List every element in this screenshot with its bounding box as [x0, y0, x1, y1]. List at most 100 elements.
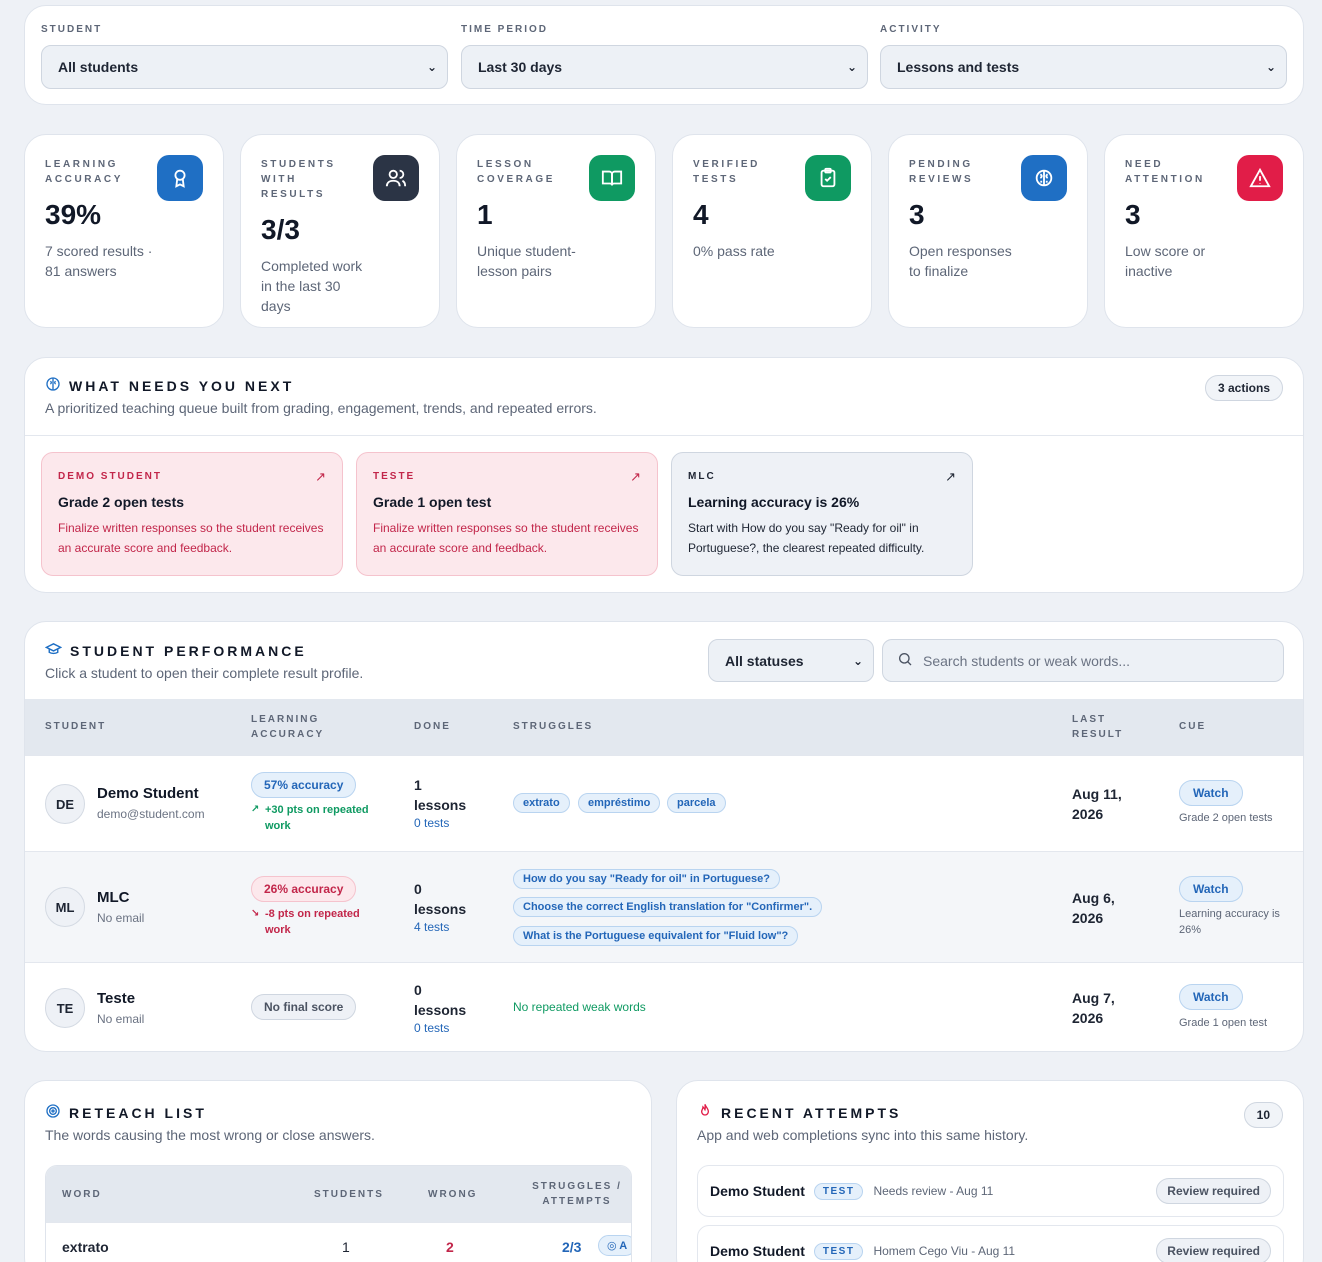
reteach-students: 1 — [342, 1239, 350, 1255]
reteach-badge-text: A — [619, 1240, 628, 1252]
student-name: Teste — [97, 990, 136, 1007]
activity-select[interactable]: Lessons and tests ⌄ — [880, 45, 1287, 89]
attempt-student: Demo Student — [710, 1183, 805, 1199]
stat-label: NEED ATTENTION — [1125, 159, 1205, 185]
stat-desc: Completed work in the last 30 days — [261, 258, 363, 314]
col-struggles-attempts: STRUGGLES / ATTEMPTS — [532, 1181, 622, 1207]
stat-desc: 7 scored results · 81 answers — [45, 243, 153, 279]
col-struggles: STRUGGLES — [513, 721, 594, 732]
attempt-student: Demo Student — [710, 1243, 805, 1259]
student-email: No email — [97, 1012, 145, 1026]
stat-value: 3 — [1125, 199, 1141, 230]
activity-label: ACTIVITY — [880, 24, 942, 35]
lessons-label: lessons — [414, 901, 467, 917]
search-icon — [897, 651, 913, 670]
attempt-detail: Homem Cego Viu - Aug 11 — [873, 1244, 1016, 1258]
cue-text: Grade 2 open tests — [1179, 812, 1273, 824]
table-row[interactable]: DE Demo Student demo@student.com 57% acc… — [25, 755, 1303, 851]
stat-desc: Open responses to finalize — [909, 243, 1012, 279]
stat-students-with-results: STUDENTS WITH RESULTS 3/3 Completed work… — [240, 134, 440, 328]
reteach-panel: RETEACH LIST The words causing the most … — [24, 1080, 652, 1262]
attempts-count-badge: 10 — [1243, 1102, 1283, 1128]
chevron-down-icon: ⌄ — [852, 653, 863, 668]
attempt-type-badge: TEST — [813, 1242, 864, 1260]
stat-value: 4 — [693, 199, 709, 230]
performance-title: STUDENT PERFORMANCE — [70, 643, 307, 659]
done-count: 0 lessons 0 tests — [414, 980, 466, 1036]
table-header: STUDENT LEARNING ACCURACY DONE STRUGGLES… — [25, 699, 1303, 755]
brain-icon — [45, 376, 61, 395]
action-title: Grade 1 open test — [373, 494, 492, 510]
watch-button[interactable]: Watch — [1179, 876, 1243, 902]
search-input[interactable]: Search students or weak words... — [882, 639, 1284, 682]
recent-header: RECENT ATTEMPTS — [697, 1103, 901, 1122]
lessons-label: lessons — [414, 1002, 467, 1018]
watch-button[interactable]: Watch — [1179, 780, 1243, 806]
last-result-year: 2026 — [1072, 910, 1104, 926]
action-label: TESTE — [373, 471, 416, 482]
table-row[interactable]: ML MLC No email 26% accuracy ↘ -8 pts on … — [25, 851, 1303, 962]
student-select[interactable]: All students ⌄ — [41, 45, 448, 89]
reteach-header: RETEACH LIST — [45, 1103, 207, 1122]
action-card-mlc[interactable]: MLC Learning accuracy is 26% Start with … — [671, 452, 973, 576]
last-result: Aug 6, 2026 — [1072, 888, 1115, 928]
time-period-select[interactable]: Last 30 days ⌄ — [461, 45, 868, 89]
trend-text: +30 pts on repeated work — [265, 804, 369, 832]
trend-indicator: ↘ -8 pts on repeated work — [251, 906, 381, 938]
attempt-item[interactable]: Demo Student TEST Needs review - Aug 11 … — [697, 1165, 1284, 1217]
col-students: STUDENTS — [314, 1189, 384, 1200]
lessons-count: 0 — [414, 881, 422, 897]
stat-lesson-coverage: LESSON COVERAGE 1 Unique student-lesson … — [456, 134, 656, 328]
tests-count: 0 tests — [414, 1021, 450, 1035]
lessons-label: lessons — [414, 797, 467, 813]
stat-need-attention: NEED ATTENTION 3 Low score or inactive — [1104, 134, 1304, 328]
stat-value: 3/3 — [261, 214, 300, 245]
target-icon — [45, 1103, 61, 1122]
arrow-up-right-icon: ↗ — [630, 469, 641, 484]
stat-value: 39% — [45, 199, 102, 230]
next-actions-subtitle: A prioritized teaching queue built from … — [45, 400, 597, 416]
trend-indicator: ↗ +30 pts on repeated work — [251, 802, 381, 834]
status-select-value: All statuses — [725, 652, 804, 669]
done-count: 1 lessons 0 tests — [414, 775, 466, 831]
performance-header: STUDENT PERFORMANCE — [44, 641, 307, 661]
struggle-tag: extrato — [513, 793, 570, 813]
action-desc: Start with How do you say "Ready for oil… — [688, 521, 925, 555]
struggle-tag: How do you say "Ready for oil" in Portug… — [513, 869, 780, 889]
activity-filter: ACTIVITY Lessons and tests ⌄ — [880, 24, 1287, 89]
chevron-down-icon: ⌄ — [1265, 60, 1276, 74]
student-email: demo@student.com — [97, 807, 205, 821]
action-desc: Finalize written responses so the studen… — [58, 521, 324, 555]
action-card-teste[interactable]: TESTE Grade 1 open test Finalize written… — [356, 452, 658, 576]
stat-verified-tests: VERIFIED TESTS 4 0% pass rate — [672, 134, 872, 328]
cue-text: Grade 1 open test — [1179, 1017, 1268, 1029]
reteach-ratio: 2/3 — [562, 1239, 582, 1255]
action-desc: Finalize written responses so the studen… — [373, 521, 639, 555]
table-row[interactable]: extrato 1 2 2/3 ◎ A — [46, 1222, 631, 1262]
award-icon — [157, 155, 203, 201]
no-struggles-text: No repeated weak words — [513, 1000, 646, 1014]
time-period-filter: TIME PERIOD Last 30 days ⌄ — [461, 24, 868, 89]
action-card-demo-student[interactable]: DEMO STUDENT Grade 2 open tests Finalize… — [41, 452, 343, 576]
reteach-badge: ◎ A — [598, 1235, 631, 1256]
table-row[interactable]: TE Teste No email No final score 0 lesson… — [25, 962, 1303, 1051]
actions-count-badge: 3 actions — [1204, 375, 1283, 401]
struggle-tag: parcela — [667, 793, 726, 813]
stat-value: 3 — [909, 199, 925, 230]
recent-attempts-panel: RECENT ATTEMPTS App and web completions … — [676, 1080, 1304, 1262]
watch-button[interactable]: Watch — [1179, 984, 1243, 1010]
student-filter: STUDENT All students ⌄ — [41, 24, 448, 89]
attempt-item[interactable]: Demo Student TEST Homem Cego Viu - Aug 1… — [697, 1225, 1284, 1262]
trend-text: -8 pts on repeated work — [265, 908, 360, 936]
stat-label: VERIFIED TESTS — [693, 159, 760, 185]
review-required-badge[interactable]: Review required — [1156, 1178, 1271, 1204]
accuracy-badge: No final score — [251, 994, 357, 1020]
time-period-label: TIME PERIOD — [461, 24, 549, 35]
status-select[interactable]: All statuses ⌄ — [708, 639, 874, 682]
reteach-title: RETEACH LIST — [69, 1104, 207, 1121]
col-wrong: WRONG — [428, 1189, 478, 1200]
review-required-badge[interactable]: Review required — [1156, 1238, 1271, 1262]
arrow-up-right-icon: ↗ — [945, 469, 956, 484]
struggle-tag: empréstimo — [578, 793, 661, 813]
action-label: MLC — [688, 471, 716, 482]
